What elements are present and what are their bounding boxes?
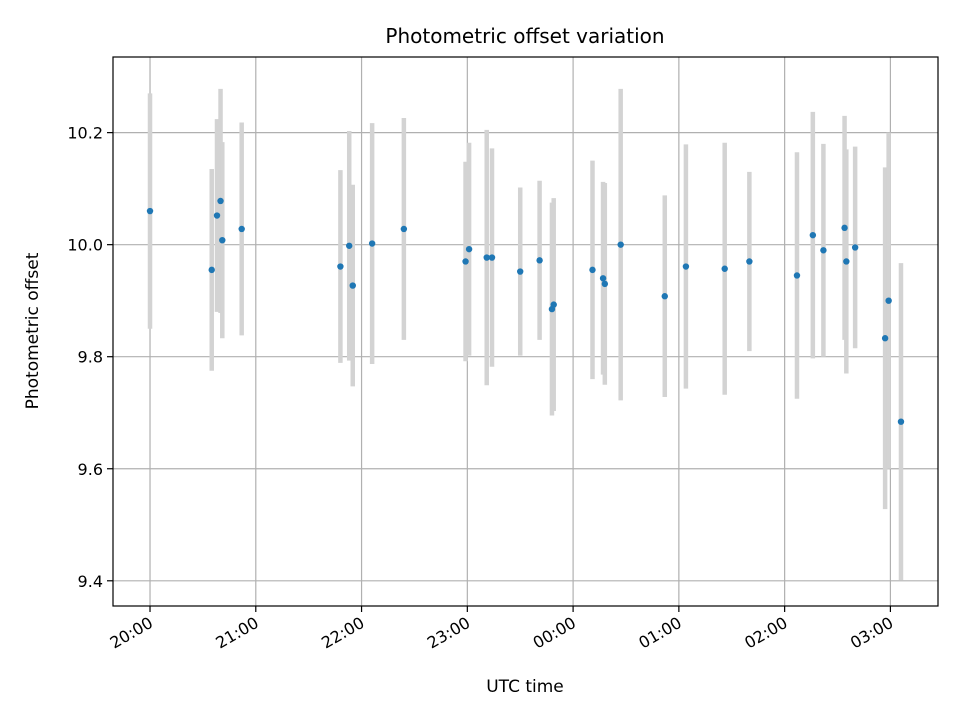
data-point	[746, 258, 753, 265]
data-point	[881, 335, 889, 342]
data-point	[219, 236, 226, 244]
data-point	[599, 275, 607, 282]
data-point	[462, 258, 469, 265]
data-point	[349, 282, 356, 289]
data-point	[617, 241, 624, 248]
data-point	[820, 247, 827, 254]
data-point	[213, 212, 221, 219]
data-point	[721, 265, 728, 272]
data-point	[682, 263, 690, 270]
data-point	[536, 257, 543, 264]
data-point	[217, 197, 224, 205]
data-point	[897, 418, 905, 425]
data-point	[146, 207, 154, 215]
grid-layer	[113, 57, 938, 606]
data-point	[661, 293, 668, 300]
data-point	[851, 244, 859, 251]
data-point	[809, 231, 817, 239]
data-point	[517, 268, 524, 275]
y-tick-label: 9.8	[78, 348, 103, 367]
point-layer	[146, 197, 905, 425]
data-point	[346, 242, 353, 249]
data-point	[793, 272, 801, 279]
data-point	[885, 297, 892, 304]
y-tick-label: 9.4	[78, 572, 103, 591]
data-point	[550, 301, 557, 308]
data-point	[368, 240, 376, 247]
data-point	[208, 266, 215, 274]
y-tick-label: 10.0	[67, 236, 103, 255]
data-point	[337, 263, 344, 270]
data-point	[488, 254, 496, 261]
y-tick-label: 9.6	[78, 460, 103, 479]
data-point	[400, 225, 408, 233]
data-point	[601, 280, 609, 288]
data-point	[589, 266, 596, 274]
x-axis-title: UTC time	[486, 677, 564, 697]
data-point	[465, 245, 473, 253]
chart-title: Photometric offset variation	[385, 24, 664, 48]
data-point	[841, 224, 848, 232]
y-tick-label: 10.2	[67, 124, 103, 143]
y-axis-title: Photometric offset	[23, 252, 43, 409]
data-point	[238, 225, 245, 233]
data-point	[843, 258, 850, 265]
plot-frame	[112, 56, 939, 607]
data-point	[483, 254, 490, 261]
